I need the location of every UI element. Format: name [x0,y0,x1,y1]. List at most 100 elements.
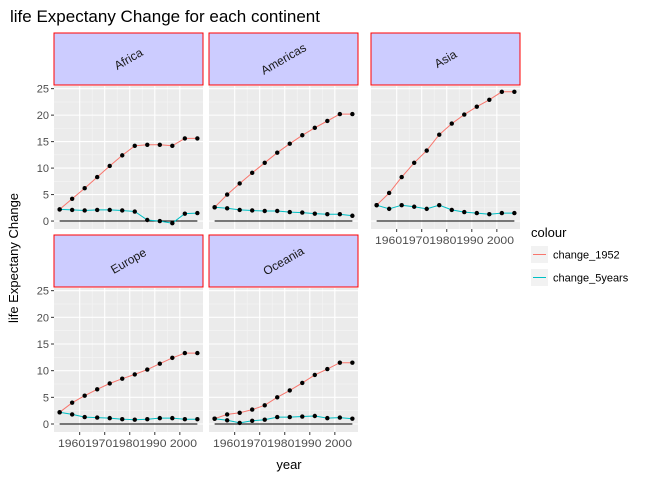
data-point-change_5years [237,420,242,426]
data-point-change_1952 [82,393,87,398]
data-point-change_5years [107,415,112,421]
data-point-change_5years [287,414,292,420]
data-point-change_1952 [145,142,150,147]
data-point-change_1952 [300,133,305,138]
data-point-change_5years [170,220,175,226]
data-point-change_1952 [237,181,242,186]
legend-title: colour [531,225,567,240]
data-point-change_1952 [249,407,255,412]
data-point-change_5years [374,202,379,208]
data-point-change_5years [157,218,163,224]
y-tick-label: 5 [43,392,49,404]
data-point-change_5years [275,414,280,420]
data-point-change_5years [145,417,150,422]
data-point-change_5years [312,413,318,419]
x-tick-labels: 1960197019801990 2000 [58,438,197,450]
data-point-change_5years [107,207,112,213]
data-point-change_1952 [287,141,292,146]
data-point-change_5years [120,208,125,213]
data-point-change_1952 [69,196,75,202]
data-point-change_1952 [107,381,112,386]
data-point-change_1952 [157,142,163,147]
data-point-change_5years [411,204,417,209]
data-point-change_1952 [69,400,75,405]
y-tick-label: 20 [37,312,49,324]
y-tick-label: 10 [37,163,49,175]
data-point-change_5years [275,208,280,214]
facet-strip [53,234,204,288]
y-tick-label: 20 [37,110,49,122]
y-tick-label: 10 [37,366,49,378]
data-point-change_1952 [262,160,267,165]
data-point-change_5years [499,210,505,216]
data-point-change_5years [262,208,267,214]
data-point-change_5years [312,211,318,216]
data-point-change_1952 [512,89,517,95]
data-point-change_5years [337,415,343,420]
data-point-change_1952 [249,170,255,176]
x-axis-title: year [276,457,302,472]
data-point-change_5years [399,202,404,208]
data-point-change_5years [424,206,429,212]
y-tick-label: 15 [37,137,49,149]
data-point-change_1952 [350,360,355,365]
data-point-change_1952 [195,136,200,141]
facet-strip [370,32,521,86]
data-point-change_1952 [275,395,280,400]
data-point-change_5years [212,416,217,421]
data-point-change_1952 [182,350,188,356]
data-point-change_5years [57,410,62,415]
data-point-change_5years [487,211,492,217]
data-point-change_5years [170,415,175,421]
data-point-change_5years [182,417,188,422]
data-point-change_1952 [300,380,305,386]
series-line-change_1952 [376,91,515,206]
data-point-change_1952 [325,366,330,372]
legend-label: change_5years [553,273,629,285]
y-tick-label: 25 [37,84,49,96]
data-point-change_5years [300,210,305,215]
legend-entries: change_1952 change_5years [531,246,629,286]
series-line-change_1952 [59,137,198,210]
series-line-change_1952 [214,113,353,208]
data-point-change_1952 [350,111,355,117]
data-point-change_1952 [224,192,230,197]
data-point-change_5years [195,210,200,216]
data-point-change_1952 [449,121,454,126]
data-point-change_1952 [262,403,267,408]
data-point-change_5years [300,414,305,419]
x-tick-labels: 1960197019801990 2000 [375,235,514,247]
data-point-change_1952 [145,367,150,372]
data-point-change_5years [462,209,467,215]
data-point-change_1952 [399,174,404,180]
data-point-change_5years [212,205,217,210]
data-point-change_1952 [170,355,175,361]
data-point-change_1952 [170,143,175,149]
panel-background [209,86,358,229]
panel-background [54,86,203,229]
data-point-change_5years [325,211,330,217]
data-point-change_1952 [132,143,137,149]
data-point-change_5years [237,207,242,213]
data-point-change_5years [120,417,125,422]
chart-title: life Expectany Change for each continent [10,7,320,26]
data-point-change_1952 [474,104,480,109]
data-point-change_1952 [312,125,318,131]
data-point-change_1952 [386,190,392,196]
panel-background [371,86,520,229]
data-point-change_1952 [120,376,125,381]
data-point-change_5years [82,208,87,213]
y-tick-label: 0 [43,419,49,431]
data-point-change_5years [386,206,392,212]
data-point-change_5years [145,217,150,223]
data-point-change_5years [182,211,188,216]
data-point-change_1952 [499,89,505,95]
data-point-change_1952 [237,410,242,415]
data-point-change_5years [474,210,480,216]
